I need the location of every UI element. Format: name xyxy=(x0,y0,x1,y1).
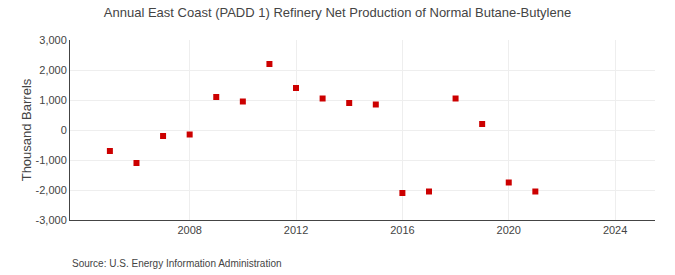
svg-text:2016: 2016 xyxy=(390,224,414,236)
svg-text:1,000: 1,000 xyxy=(39,94,67,106)
svg-text:2008: 2008 xyxy=(177,224,201,236)
svg-text:-3,000: -3,000 xyxy=(36,214,67,226)
svg-text:Annual East Coast (PADD 1) Ref: Annual East Coast (PADD 1) Refinery Net … xyxy=(104,5,571,20)
svg-text:2020: 2020 xyxy=(497,224,521,236)
svg-text:-2,000: -2,000 xyxy=(36,184,67,196)
svg-text:2,000: 2,000 xyxy=(39,64,67,76)
svg-text:-1,000: -1,000 xyxy=(36,154,67,166)
svg-text:3,000: 3,000 xyxy=(39,34,67,46)
svg-text:Thousand Barrels: Thousand Barrels xyxy=(19,78,34,181)
svg-text:Source: U.S. Energy Informatio: Source: U.S. Energy Information Administ… xyxy=(72,258,282,269)
svg-text:2012: 2012 xyxy=(284,224,308,236)
svg-text:0: 0 xyxy=(61,124,67,136)
svg-text:2024: 2024 xyxy=(603,224,627,236)
